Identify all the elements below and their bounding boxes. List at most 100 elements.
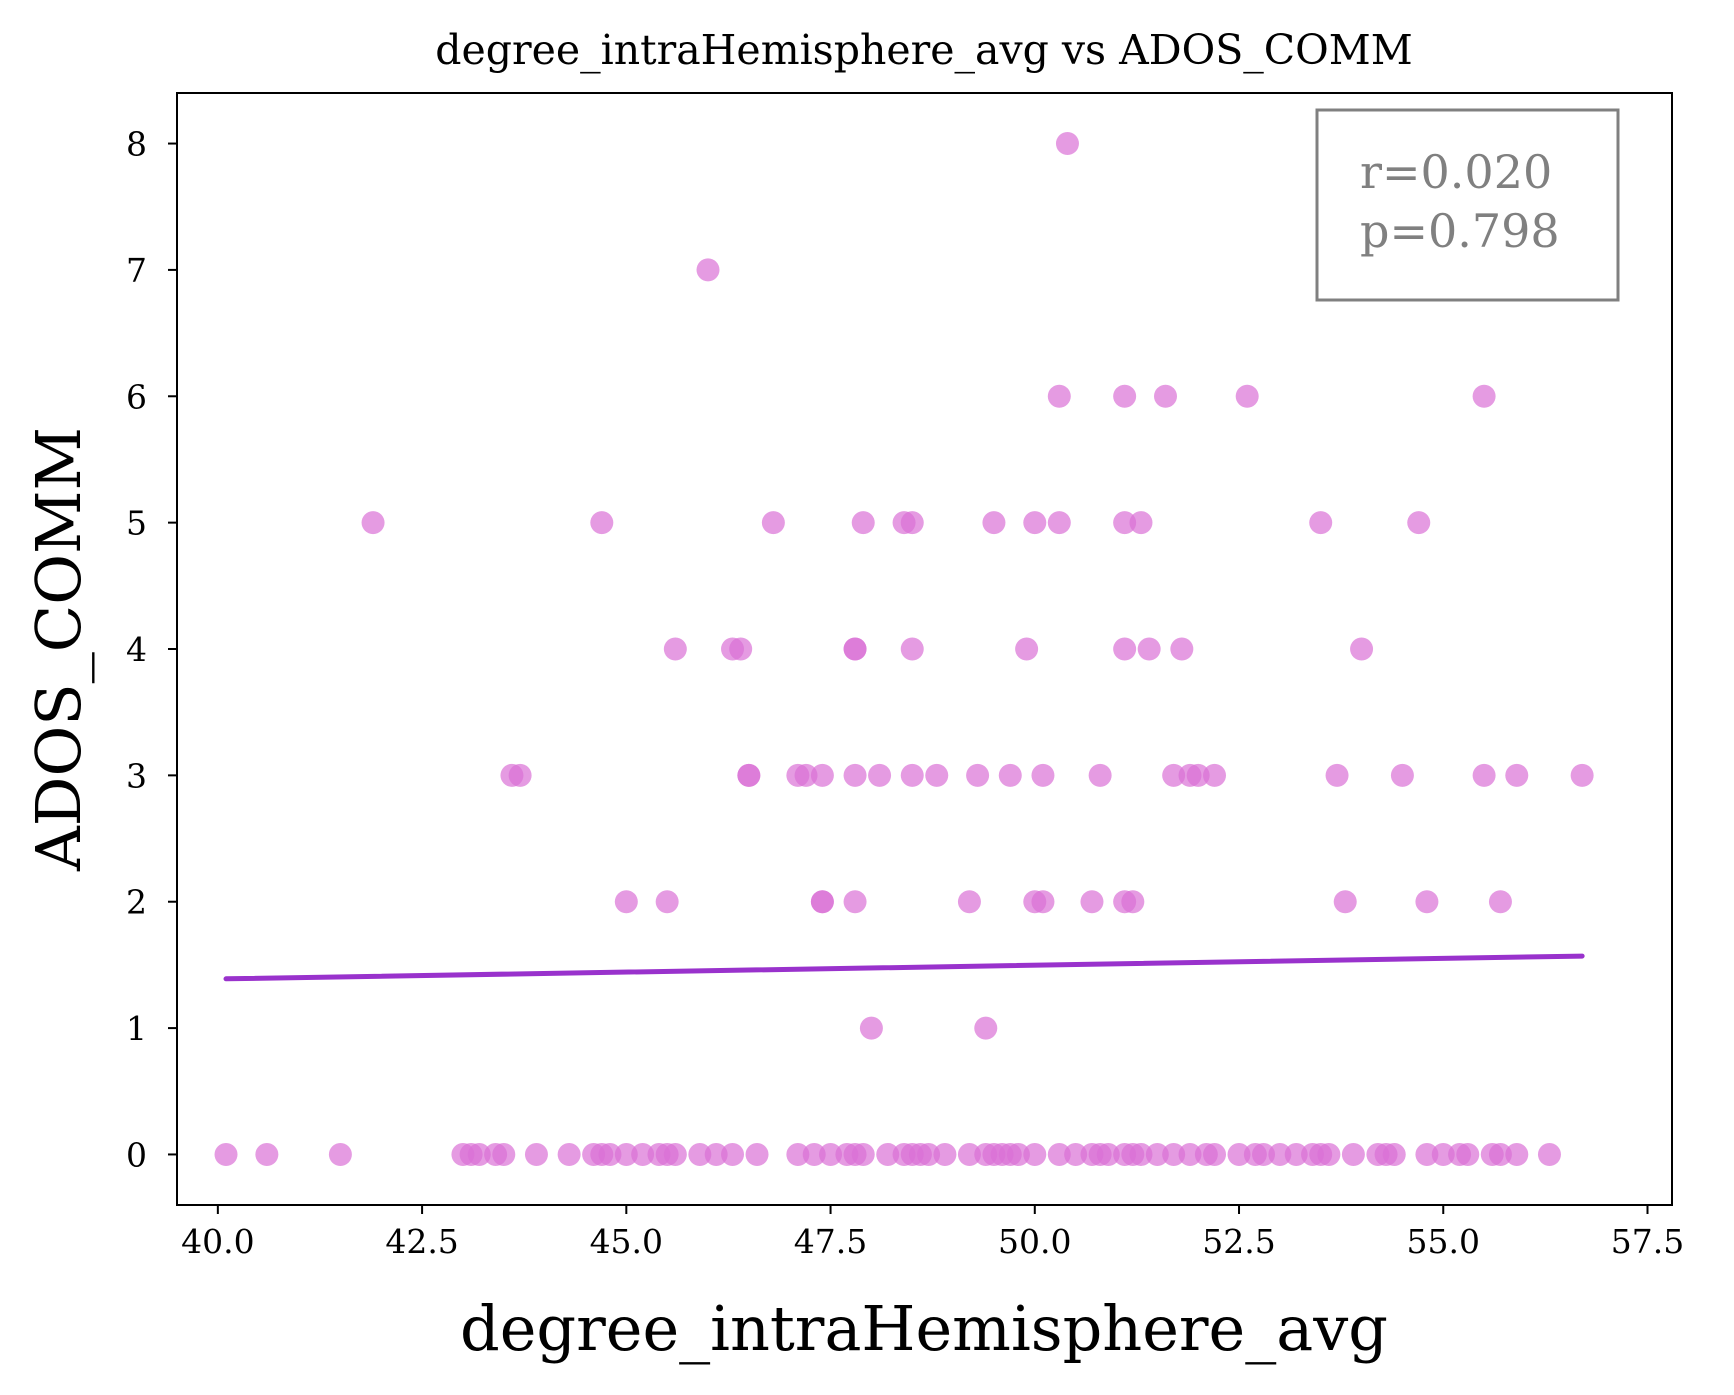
x-tick-label: 52.5 bbox=[1202, 1222, 1275, 1261]
regression-line bbox=[223, 953, 1585, 982]
data-point bbox=[1472, 384, 1496, 408]
data-point bbox=[1472, 763, 1496, 787]
data-point bbox=[810, 763, 834, 787]
data-point bbox=[704, 1142, 728, 1166]
data-point bbox=[1129, 1142, 1153, 1166]
data-point bbox=[1080, 890, 1104, 914]
data-point bbox=[1137, 637, 1161, 661]
data-point bbox=[1064, 1142, 1088, 1166]
data-point bbox=[1505, 763, 1529, 787]
data-point bbox=[982, 511, 1006, 535]
y-tick-label: 7 bbox=[126, 251, 147, 290]
data-point bbox=[1153, 384, 1177, 408]
y-tick-label: 8 bbox=[126, 125, 147, 164]
data-point bbox=[900, 763, 924, 787]
data-point bbox=[1317, 1142, 1341, 1166]
data-point bbox=[214, 1142, 238, 1166]
data-point bbox=[1113, 637, 1137, 661]
x-ticks: 40.0 42.5 45.0 47.5 50.0 52.5 55.0 57.5 bbox=[181, 1205, 1684, 1261]
data-point bbox=[1203, 1142, 1227, 1166]
data-point bbox=[957, 890, 981, 914]
data-point bbox=[1015, 637, 1039, 661]
data-point bbox=[900, 637, 924, 661]
data-point bbox=[794, 763, 818, 787]
data-point bbox=[598, 1142, 622, 1166]
data-point bbox=[1227, 1142, 1251, 1166]
data-point bbox=[1047, 384, 1071, 408]
data-point bbox=[868, 763, 892, 787]
data-point bbox=[557, 1142, 581, 1166]
data-point bbox=[843, 637, 867, 661]
data-point bbox=[851, 1142, 875, 1166]
data-point bbox=[933, 1142, 957, 1166]
data-point bbox=[1088, 763, 1112, 787]
data-point bbox=[859, 1016, 883, 1040]
data-point bbox=[655, 890, 679, 914]
data-point bbox=[721, 1142, 745, 1166]
data-point bbox=[1570, 763, 1594, 787]
x-axis-label: degree_intraHemisphere_avg bbox=[460, 1292, 1388, 1365]
data-point bbox=[361, 511, 385, 535]
data-point bbox=[998, 763, 1022, 787]
data-point bbox=[1096, 1142, 1120, 1166]
points-layer bbox=[214, 132, 1594, 1166]
data-point bbox=[737, 763, 761, 787]
data-point bbox=[614, 1142, 638, 1166]
data-point bbox=[876, 1142, 900, 1166]
x-tick-label: 40.0 bbox=[181, 1222, 254, 1261]
data-point bbox=[1415, 890, 1439, 914]
data-point bbox=[900, 511, 924, 535]
data-point bbox=[1145, 1142, 1169, 1166]
data-point bbox=[917, 1142, 941, 1166]
data-point bbox=[1203, 763, 1227, 787]
data-point bbox=[1055, 132, 1079, 156]
data-point bbox=[1309, 511, 1333, 535]
stats-box-frame bbox=[1315, 108, 1620, 302]
data-point bbox=[761, 511, 785, 535]
data-point bbox=[1162, 1142, 1186, 1166]
data-point bbox=[614, 890, 638, 914]
data-point bbox=[1178, 1142, 1202, 1166]
stats-box: r=0.020 p=0.798 bbox=[1315, 108, 1620, 302]
data-point bbox=[1031, 763, 1055, 787]
data-point bbox=[1047, 511, 1071, 535]
y-axis-label: ADOS_COMM bbox=[22, 427, 95, 872]
data-point bbox=[1382, 1142, 1406, 1166]
y-tick-label: 5 bbox=[126, 504, 147, 543]
data-point bbox=[925, 763, 949, 787]
x-tick-label: 45.0 bbox=[590, 1222, 663, 1261]
y-tick-label: 2 bbox=[126, 883, 147, 922]
data-point bbox=[1129, 511, 1153, 535]
data-point bbox=[1047, 1142, 1071, 1166]
data-point bbox=[1023, 511, 1047, 535]
data-point bbox=[851, 511, 875, 535]
data-point bbox=[957, 1142, 981, 1166]
data-point bbox=[696, 258, 720, 282]
fit-line-layer bbox=[223, 953, 1585, 982]
data-point bbox=[1456, 1142, 1480, 1166]
data-point bbox=[1431, 1142, 1455, 1166]
data-point bbox=[1170, 637, 1194, 661]
data-point bbox=[1252, 1142, 1276, 1166]
data-point bbox=[328, 1142, 352, 1166]
data-point bbox=[1162, 763, 1186, 787]
data-point bbox=[1488, 890, 1512, 914]
data-point bbox=[1284, 1142, 1308, 1166]
x-tick-label: 47.5 bbox=[794, 1222, 867, 1261]
data-point bbox=[1235, 384, 1259, 408]
data-point bbox=[843, 890, 867, 914]
data-point bbox=[786, 1142, 810, 1166]
data-point bbox=[974, 1016, 998, 1040]
y-tick-label: 1 bbox=[126, 1009, 147, 1048]
y-ticks: 0 1 2 3 4 5 6 7 8 bbox=[126, 125, 177, 1174]
data-point bbox=[1488, 1142, 1512, 1166]
data-point bbox=[745, 1142, 769, 1166]
data-point bbox=[663, 637, 687, 661]
data-point bbox=[729, 637, 753, 661]
data-point bbox=[1537, 1142, 1561, 1166]
data-point bbox=[688, 1142, 712, 1166]
data-point bbox=[492, 1142, 516, 1166]
data-point bbox=[1121, 890, 1145, 914]
data-point bbox=[1407, 511, 1431, 535]
